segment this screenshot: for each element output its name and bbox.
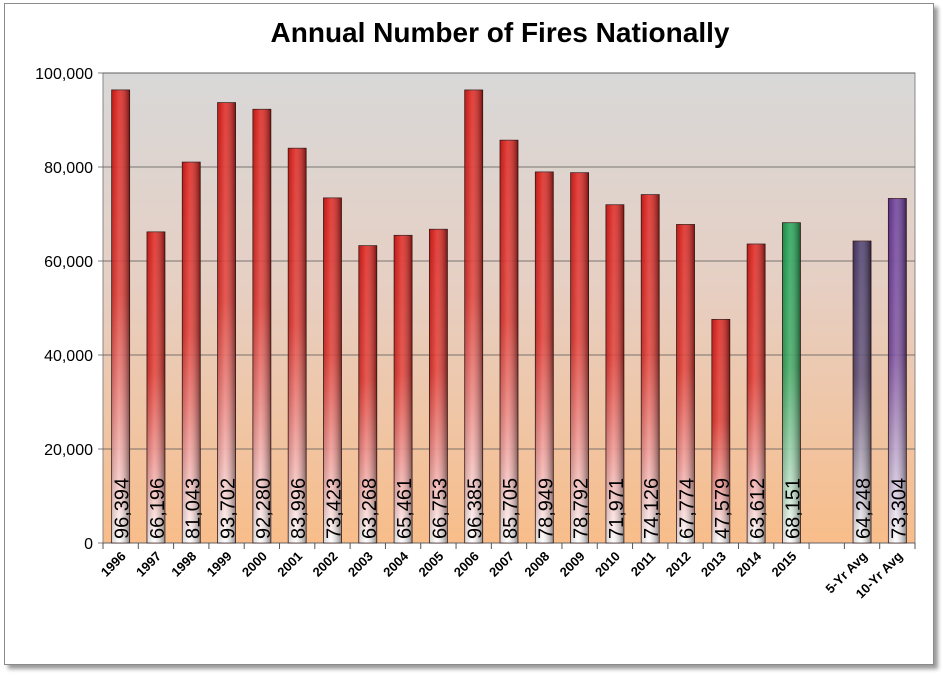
value-label: 47,579: [712, 478, 734, 539]
x-tick-label: 2014: [733, 548, 765, 580]
x-tick-label: 1998: [168, 549, 199, 580]
bar-shade: [429, 229, 448, 543]
x-tick-label: 2010: [592, 549, 623, 580]
value-label: 78,949: [535, 478, 557, 539]
value-label: 68,151: [782, 478, 804, 539]
value-label: 63,612: [747, 478, 769, 539]
bar-shade: [500, 140, 518, 543]
x-tick-label: 2002: [310, 549, 341, 580]
x-tick-label: 1997: [133, 549, 164, 580]
y-tick-label: 0: [84, 536, 93, 553]
value-label: 65,461: [394, 478, 416, 539]
x-tick-label: 2005: [415, 549, 446, 580]
bar-shade: [252, 109, 271, 543]
bar-shade: [182, 162, 201, 543]
x-tick-label: 2004: [380, 548, 412, 580]
bar-shade: [535, 171, 554, 543]
bar-shade: [358, 245, 377, 544]
x-tick-label: 2013: [698, 549, 729, 580]
x-tick-label: 1999: [204, 549, 235, 580]
value-label: 67,774: [677, 478, 699, 539]
x-tick-label: 2011: [628, 549, 659, 580]
x-tick-label: 2015: [768, 549, 799, 580]
bar-shade: [711, 319, 730, 543]
y-tick-label: 60,000: [44, 254, 93, 271]
bar-shade: [641, 194, 660, 544]
value-label: 96,394: [112, 478, 134, 539]
bar-shade: [464, 89, 483, 543]
x-tick-label: 2003: [345, 549, 376, 580]
value-label: 96,385: [465, 478, 487, 539]
bar-shade: [747, 244, 766, 543]
bar-shade: [888, 198, 907, 544]
chart-title: Annual Number of Fires Nationally: [271, 17, 730, 48]
y-tick-label: 20,000: [44, 442, 93, 459]
bar-shade: [853, 241, 872, 543]
bar-shade: [323, 197, 342, 543]
bar-shade: [217, 102, 236, 544]
value-label: 73,423: [323, 478, 345, 539]
x-tick-label: 2001: [274, 549, 305, 580]
x-tick-label: 2006: [451, 549, 482, 580]
bar-shade: [570, 172, 589, 543]
x-tick-label: 2008: [521, 549, 552, 580]
value-label: 92,280: [253, 478, 275, 539]
value-label: 63,268: [359, 478, 381, 539]
bar-shade: [288, 148, 307, 543]
y-tick-label: 100,000: [35, 66, 93, 83]
bar-shade: [676, 224, 695, 543]
value-label: 74,126: [641, 478, 663, 539]
value-label: 66,196: [147, 478, 169, 539]
bar-shade: [394, 235, 413, 543]
value-label: 93,702: [218, 478, 240, 539]
value-label: 64,248: [853, 478, 875, 539]
bar-shade: [111, 89, 130, 544]
bar-shade: [782, 222, 801, 543]
bar-shade: [605, 204, 624, 543]
bar-shade: [146, 231, 165, 544]
x-tick-label: 2012: [663, 549, 694, 580]
x-tick-label: 2009: [557, 549, 588, 580]
y-tick-label: 80,000: [44, 160, 93, 177]
value-label: 73,304: [888, 478, 910, 539]
value-label: 85,705: [500, 478, 522, 539]
value-label: 71,971: [606, 478, 628, 539]
x-tick-label: 2000: [239, 549, 270, 580]
value-label: 78,792: [571, 478, 593, 539]
y-tick-label: 40,000: [44, 348, 93, 365]
value-label: 66,753: [429, 478, 451, 539]
x-tick-label: 1996: [98, 549, 129, 580]
value-label: 83,996: [288, 478, 310, 539]
value-label: 81,043: [182, 478, 204, 539]
x-tick-label: 2007: [486, 549, 517, 580]
